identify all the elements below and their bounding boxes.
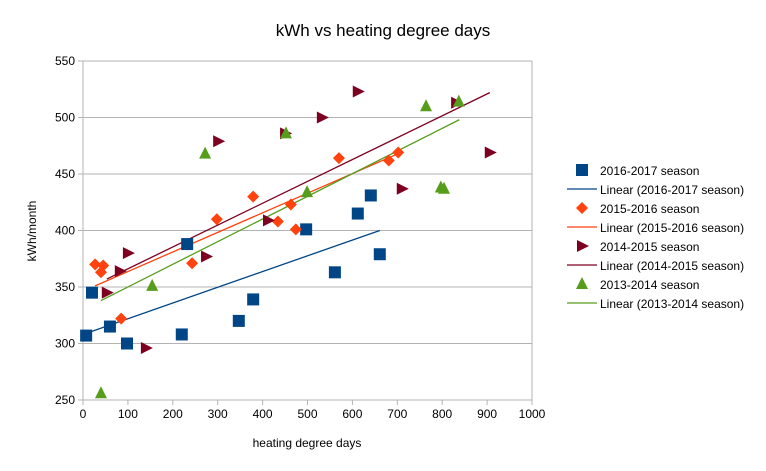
data-point-2016-2017 (181, 238, 194, 251)
legend-label: 2013-2014 season (600, 278, 699, 292)
data-point-2014-2015 (396, 182, 409, 195)
x-tick-label: 400 (253, 407, 273, 421)
x-tick-label: 0 (80, 407, 87, 421)
data-point-2013-2014 (94, 386, 107, 399)
trend-line-2016-2017 (85, 229, 381, 334)
x-tick-label: 800 (432, 407, 452, 421)
data-point-2016-2017 (351, 207, 364, 220)
data-point-2016-2017 (85, 286, 98, 299)
chart-title: kWh vs heating degree days (276, 21, 491, 40)
data-point-2015-2016 (392, 146, 405, 159)
data-point-2015-2016 (94, 266, 107, 279)
x-tick-label: 100 (118, 407, 138, 421)
data-point-2013-2014 (146, 278, 159, 291)
legend-trend-label: Linear (2016-2017 season) (600, 183, 744, 197)
data-point-2013-2014 (452, 94, 465, 107)
data-point-2014-2015 (316, 111, 329, 124)
data-point-2014-2015 (114, 265, 127, 278)
y-tick-label: 350 (55, 280, 75, 294)
data-point-2015-2016 (247, 190, 260, 203)
x-tick-label: 900 (477, 407, 497, 421)
data-point-2014-2015 (352, 85, 365, 98)
legend-trend-label: Linear (2015-2016 season) (600, 221, 744, 235)
data-point-2016-2017 (232, 314, 245, 327)
data-point-2015-2016 (89, 258, 102, 271)
data-point-2013-2014 (437, 181, 450, 194)
data-point-2015-2016 (332, 152, 345, 165)
data-point-2014-2015 (213, 135, 226, 148)
data-point-2015-2016 (210, 213, 223, 226)
y-tick-label: 300 (55, 337, 75, 351)
data-point-2013-2014 (301, 185, 314, 198)
x-tick-label: 1000 (519, 407, 546, 421)
data-point-2016-2017 (300, 223, 313, 236)
x-axis-label: heating degree days (253, 436, 362, 450)
x-tick-label: 600 (342, 407, 362, 421)
data-point-2016-2017 (328, 266, 341, 279)
y-tick-label: 450 (55, 167, 75, 181)
data-point-2016-2017 (103, 320, 116, 333)
data-point-2015-2016 (186, 257, 199, 270)
data-point-2015-2016 (284, 198, 297, 211)
legend-marker (576, 202, 588, 214)
y-tick-label: 550 (55, 54, 75, 68)
trend-line-2014-2015 (106, 92, 491, 280)
data-point-2014-2015 (201, 250, 214, 263)
y-axis-label: kWh/month (25, 201, 39, 262)
y-tick-label: 500 (55, 111, 75, 125)
trend-line-2013-2014 (100, 119, 460, 302)
x-tick-label: 300 (208, 407, 228, 421)
data-point-2015-2016 (115, 312, 128, 325)
data-point-2016-2017 (364, 189, 377, 202)
legend-trend-label: Linear (2013-2014 season) (600, 297, 744, 311)
legend-trend-label: Linear (2014-2015 season) (600, 259, 744, 273)
data-point-2015-2016 (289, 223, 302, 236)
data-point-2013-2014 (199, 146, 212, 159)
legend-marker (576, 164, 588, 176)
x-tick-label: 200 (163, 407, 183, 421)
data-point-2016-2017 (247, 293, 260, 306)
data-point-2014-2015 (122, 247, 135, 260)
data-point-2014-2015 (140, 342, 153, 355)
data-point-2015-2016 (271, 215, 284, 228)
x-tick-label: 500 (297, 407, 317, 421)
data-point-2015-2016 (382, 154, 395, 167)
x-tick-label: 700 (387, 407, 407, 421)
legend-marker (576, 277, 588, 289)
data-point-2014-2015 (262, 214, 275, 227)
data-point-2013-2014 (420, 99, 433, 112)
data-point-2013-2014 (279, 126, 292, 139)
legend-marker (577, 240, 589, 252)
y-tick-label: 400 (55, 224, 75, 238)
data-point-2014-2015 (484, 146, 497, 159)
data-point-2016-2017 (175, 328, 188, 341)
legend-label: 2016-2017 season (600, 164, 699, 178)
legend-label: 2015-2016 season (600, 202, 699, 216)
data-point-2016-2017 (373, 248, 386, 261)
y-tick-label: 250 (55, 393, 75, 407)
legend-label: 2014-2015 season (600, 240, 699, 254)
data-point-2016-2017 (80, 329, 93, 342)
data-point-2016-2017 (121, 337, 134, 350)
data-point-2014-2015 (101, 286, 114, 299)
